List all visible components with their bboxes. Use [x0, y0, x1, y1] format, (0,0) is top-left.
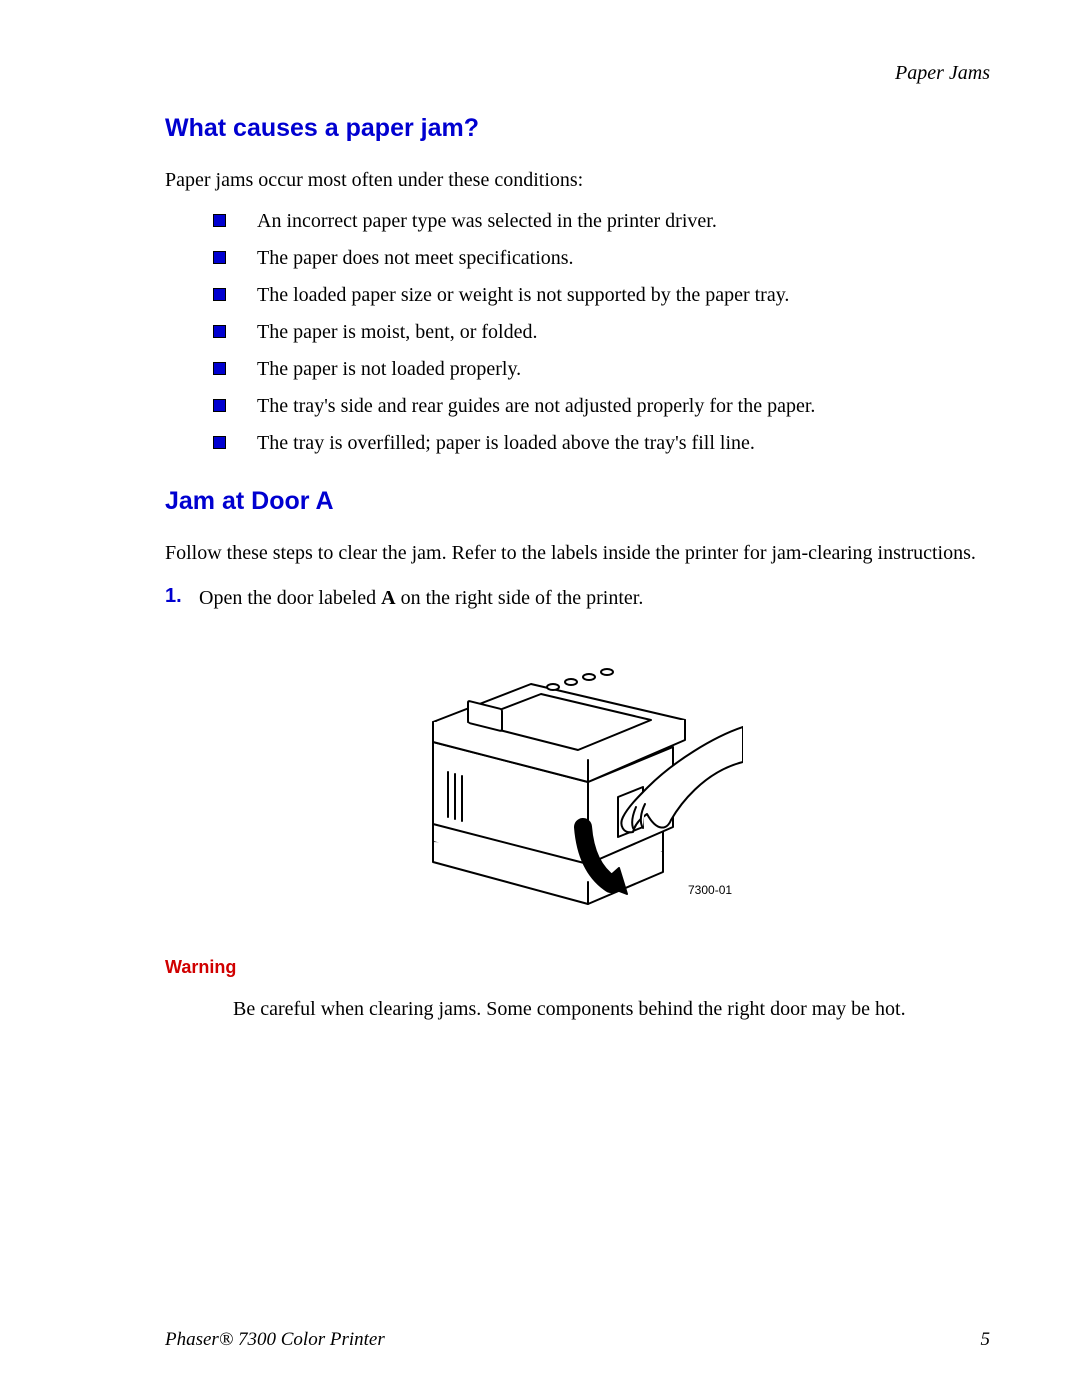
list-item: The tray is overfilled; paper is loaded …: [213, 430, 990, 457]
footer-page-number: 5: [981, 1329, 991, 1351]
intro-paragraph-1: Paper jams occur most often under these …: [165, 167, 990, 194]
printer-illustration: 7300-01: [413, 632, 743, 912]
step-number: 1.: [165, 585, 199, 612]
footer-product: Phaser® 7300 Color Printer: [165, 1329, 385, 1351]
list-item: The tray's side and rear guides are not …: [213, 393, 990, 420]
figure-id-text: 7300-01: [688, 883, 732, 897]
document-page: Paper Jams What causes a paper jam? Pape…: [0, 0, 1080, 1397]
list-item: An incorrect paper type was selected in …: [213, 208, 990, 235]
list-item: The loaded paper size or weight is not s…: [213, 282, 990, 309]
warning-text: Be careful when clearing jams. Some comp…: [233, 998, 990, 1021]
warning-label: Warning: [165, 957, 990, 978]
list-item: The paper is moist, bent, or folded.: [213, 319, 990, 346]
list-item: The paper does not meet specifications.: [213, 245, 990, 272]
step-text-post: on the right side of the printer.: [396, 587, 644, 609]
heading-what-causes: What causes a paper jam?: [165, 114, 990, 143]
page-footer: Phaser® 7300 Color Printer 5: [165, 1329, 990, 1351]
causes-list: An incorrect paper type was selected in …: [213, 208, 990, 457]
intro-paragraph-2: Follow these steps to clear the jam. Ref…: [165, 540, 990, 567]
list-item: The paper is not loaded properly.: [213, 356, 990, 383]
printer-figure: 7300-01: [165, 632, 990, 917]
step-1: 1. Open the door labeled A on the right …: [165, 585, 990, 612]
header-section-label: Paper Jams: [895, 62, 990, 85]
step-text: Open the door labeled A on the right sid…: [199, 585, 643, 612]
heading-jam-door-a: Jam at Door A: [165, 487, 990, 516]
step-text-bold: A: [381, 587, 395, 609]
step-text-pre: Open the door labeled: [199, 587, 381, 609]
